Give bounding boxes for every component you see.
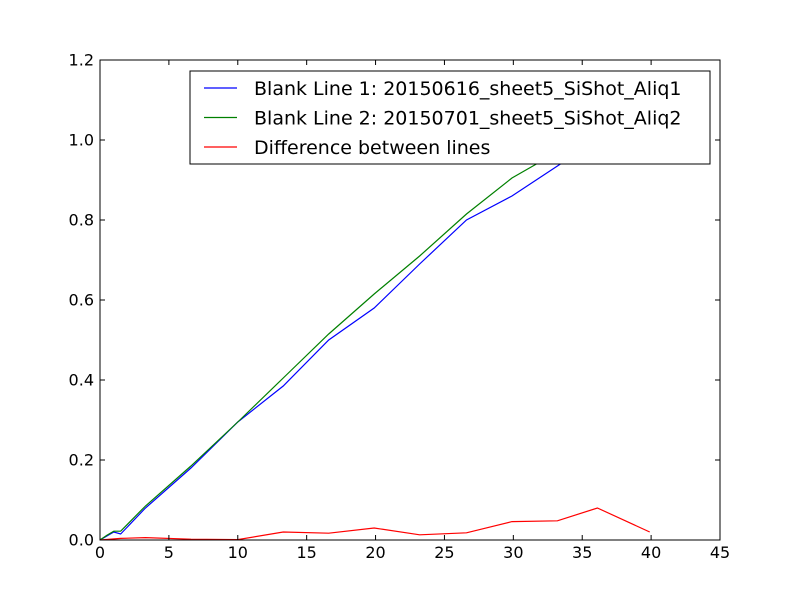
x-tick-label: 15 [296, 543, 316, 562]
x-tick-label: 0 [95, 543, 105, 562]
y-tick-label: 0.2 [69, 451, 94, 470]
x-tick-label: 35 [572, 543, 592, 562]
legend-box [189, 70, 711, 165]
x-tick-label: 20 [365, 543, 385, 562]
x-tick-label: 30 [503, 543, 523, 562]
legend-label-3: Difference between lines [254, 137, 490, 159]
series-line-2 [100, 99, 651, 540]
x-tick-label: 45 [710, 543, 730, 562]
plot-lines [100, 99, 651, 540]
x-tick-label: 25 [434, 543, 454, 562]
legend-label-1: Blank Line 1: 20150616_sheet5_SiShot_Ali… [254, 78, 682, 100]
x-tick-label: 10 [228, 543, 248, 562]
y-tick-label: 1.2 [69, 51, 94, 70]
y-tick-label: 0.8 [69, 211, 94, 230]
y-tick-label: 1.0 [69, 131, 94, 150]
legend-label-2: Blank Line 2: 20150701_sheet5_SiShot_Ali… [254, 108, 682, 130]
series-line-3 [100, 507, 650, 540]
x-tick-label: 5 [164, 543, 174, 562]
x-tick-label: 40 [641, 543, 661, 562]
y-tick-label: 0.4 [69, 371, 94, 390]
y-tick-label: 0.6 [69, 291, 94, 310]
axis-ticks: 0 5 10 15 20 25 30 35 40 45 0.0 0.2 0.4 0.6 0.8 1.0 1.2 [69, 51, 731, 563]
y-tick-label: 0.0 [69, 531, 94, 550]
legend: Blank Line 1: 20150616_sheet5_SiShot_Ali… [189, 70, 711, 165]
series-line-1 [100, 103, 651, 540]
